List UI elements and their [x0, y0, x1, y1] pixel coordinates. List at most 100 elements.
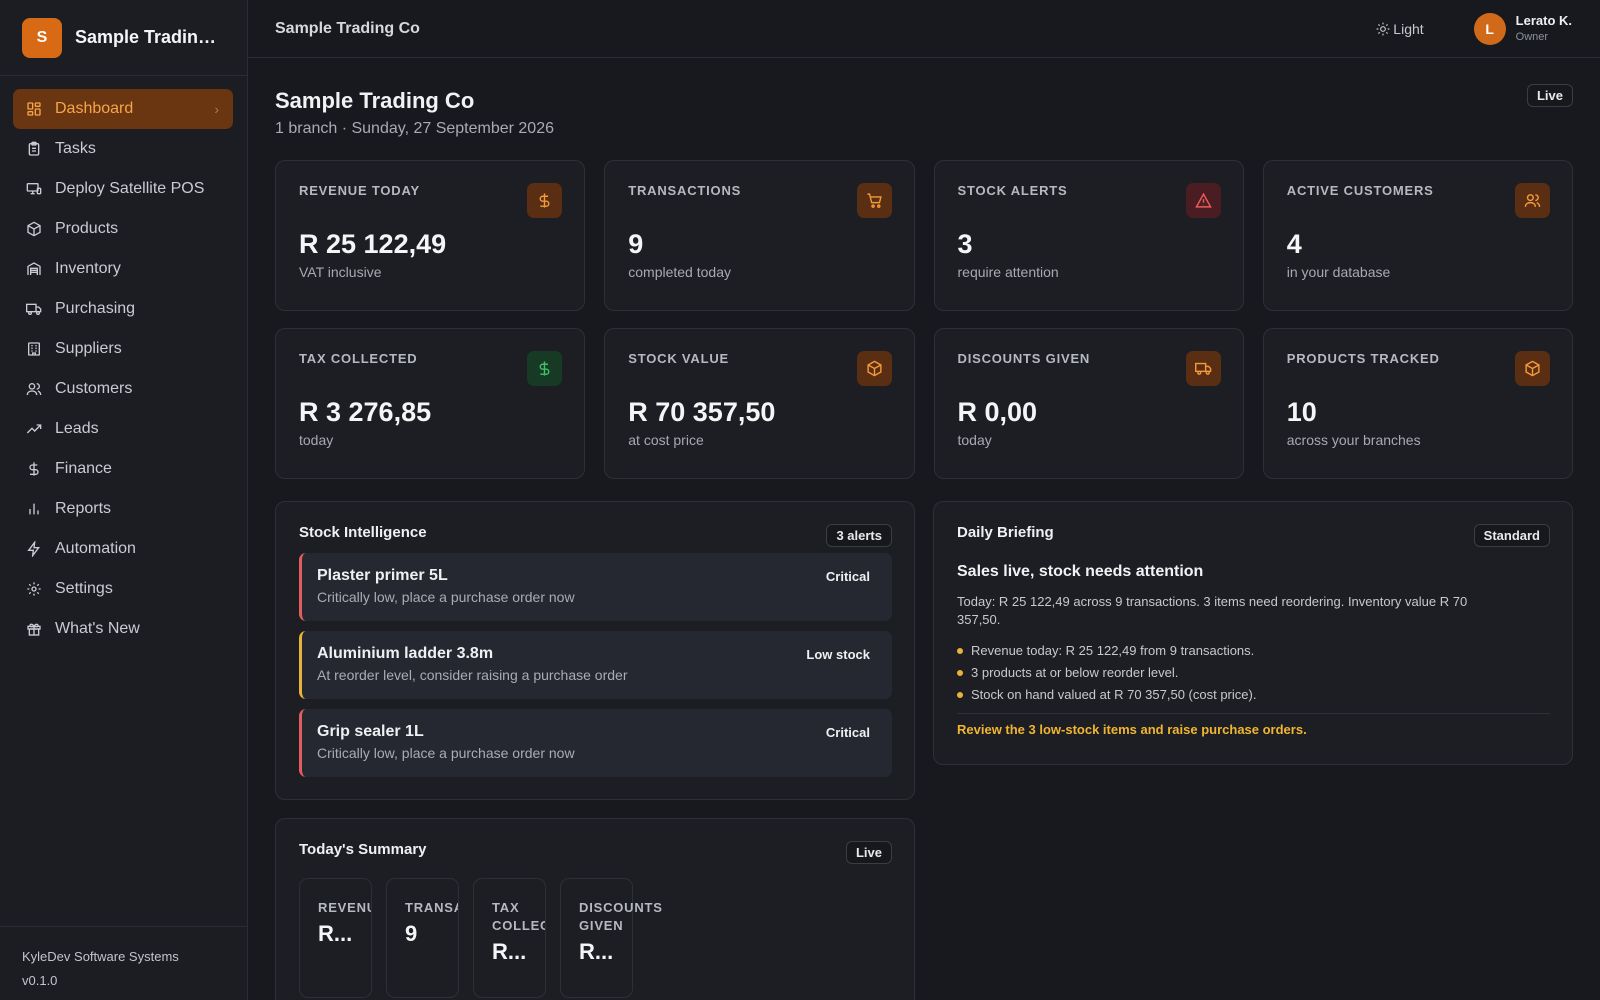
alert-description: At reorder level, consider raising a pur…: [317, 667, 628, 683]
stat-card-discounts-given[interactable]: DISCOUNTS GIVEN R 0,00 today: [933, 328, 1244, 479]
stat-label: REVENUE TODAY: [299, 183, 420, 198]
alert-description: Critically low, place a purchase order n…: [317, 745, 575, 761]
summary-tile-transactions: TRANSAC 9: [386, 878, 459, 998]
sidebar-item-inventory[interactable]: Inventory: [13, 249, 233, 289]
bullet-dot-icon: [957, 670, 963, 676]
sidebar-item-label: Tasks: [55, 140, 96, 157]
briefing-bullet: 3 products at or below reorder level.: [957, 662, 1550, 684]
sidebar-item-label: Finance: [55, 460, 112, 477]
summary-label: REVENUE: [318, 900, 371, 915]
panel-title: Stock Intelligence: [299, 524, 427, 541]
stock-alert-item[interactable]: Grip sealer 1L Critically low, place a p…: [299, 709, 892, 777]
stat-caption: require attention: [957, 264, 1059, 280]
stock-alert-item[interactable]: Plaster primer 5L Critically low, place …: [299, 553, 892, 621]
sidebar-item-automation[interactable]: Automation: [13, 529, 233, 569]
sidebar-item-label: Deploy Satellite POS: [55, 180, 205, 197]
stat-card-stock-value[interactable]: STOCK VALUE R 70 357,50 at cost price: [604, 328, 915, 479]
status-badge: Live: [1526, 84, 1573, 107]
sidebar-item-deploy-satellite-pos[interactable]: Deploy Satellite POS: [13, 169, 233, 209]
trending-up-icon: [26, 421, 42, 437]
main-content: Sample Trading Co 1 branch · Sunday, 27 …: [248, 58, 1600, 1000]
stat-label: STOCK ALERTS: [957, 183, 1068, 198]
stat-caption: today: [299, 432, 334, 448]
sidebar-item-suppliers[interactable]: Suppliers: [13, 329, 233, 369]
panel-title: Today's Summary: [299, 841, 427, 858]
user-menu[interactable]: L Lerato K. Owner: [1473, 12, 1572, 45]
summary-live-badge: Live: [845, 841, 892, 864]
sidebar-item-customers[interactable]: Customers: [13, 369, 233, 409]
todays-summary-panel: Today's Summary Live REVENUE R... TRANSA…: [275, 818, 915, 1000]
summary-tile-tax-collected: TAX COLLECT R...: [473, 878, 546, 998]
cart-icon: [856, 183, 892, 218]
summary-label: TRANSAC: [405, 900, 458, 915]
stat-caption: completed today: [628, 264, 731, 280]
package-icon: [856, 351, 892, 386]
sidebar-item-whats-new[interactable]: What's New: [13, 609, 233, 649]
zap-icon: [26, 541, 42, 557]
dollar-icon: [527, 183, 563, 218]
stat-caption: across your branches: [1286, 432, 1421, 448]
alert-product-name: Plaster primer 5L: [317, 567, 448, 584]
sidebar-item-label: Inventory: [55, 260, 121, 277]
users-icon: [26, 381, 42, 397]
stat-card-stock-alerts[interactable]: STOCK ALERTS 3 require attention: [933, 160, 1244, 311]
sidebar-nav: Dashboard › Tasks Deploy Satellite POS P…: [0, 76, 247, 649]
sidebar-item-finance[interactable]: Finance: [13, 449, 233, 489]
daily-briefing-panel: Daily Briefing Standard Sales live, stoc…: [933, 501, 1573, 765]
stat-grid-row-2: TAX COLLECTED R 3 276,85 today STOCK VAL…: [275, 328, 1573, 479]
stat-card-products-tracked[interactable]: PRODUCTS TRACKED 10 across your branches: [1262, 328, 1573, 479]
sidebar-item-label: What's New: [55, 620, 140, 637]
summary-value: 9: [405, 921, 418, 946]
theme-toggle-button[interactable]: Light: [1376, 20, 1424, 37]
dollar-icon: [527, 351, 563, 386]
summary-tile-discounts-given: DISCOUNTS GIVEN R...: [560, 878, 662, 998]
sidebar-item-tasks[interactable]: Tasks: [13, 129, 233, 169]
sidebar-item-products[interactable]: Products: [13, 209, 233, 249]
footer-company: KyleDev Software Systems: [22, 949, 179, 964]
sidebar-item-settings[interactable]: Settings: [13, 569, 233, 609]
stat-card-transactions[interactable]: TRANSACTIONS 9 completed today: [604, 160, 915, 311]
truck-icon: [26, 301, 42, 317]
stat-card-active-customers[interactable]: ACTIVE CUSTOMERS 4 in your database: [1262, 160, 1573, 311]
page-header: Sample Trading Co 1 branch · Sunday, 27 …: [275, 58, 1573, 160]
package-icon: [26, 221, 42, 237]
brand-name: Sample Trading Co: [75, 27, 225, 47]
clipboard-icon: [26, 141, 42, 157]
stat-label: PRODUCTS TRACKED: [1286, 351, 1440, 366]
stat-value: 9: [628, 229, 644, 259]
chevron-right-icon: ›: [214, 101, 219, 117]
sidebar-item-leads[interactable]: Leads: [13, 409, 233, 449]
bar-chart-icon: [26, 501, 42, 517]
warehouse-icon: [26, 261, 42, 277]
stat-label: STOCK VALUE: [628, 351, 730, 366]
stat-card-revenue-today[interactable]: REVENUE TODAY R 25 122,49 VAT inclusive: [275, 160, 586, 311]
stock-intelligence-panel: Stock Intelligence 3 alerts Plaster prim…: [275, 501, 915, 800]
alert-list: Plaster primer 5L Critically low, place …: [299, 553, 892, 777]
sidebar-item-reports[interactable]: Reports: [13, 489, 233, 529]
sidebar-item-purchasing[interactable]: Purchasing: [13, 289, 233, 329]
stat-value: 10: [1286, 397, 1317, 427]
stat-label: ACTIVE CUSTOMERS: [1286, 183, 1434, 198]
stat-card-tax-collected[interactable]: TAX COLLECTED R 3 276,85 today: [275, 328, 586, 479]
summary-label: TAX COLLECT: [492, 900, 545, 933]
alert-product-name: Aluminium ladder 3.8m: [317, 645, 494, 662]
panel-title: Daily Briefing: [957, 524, 1054, 541]
sidebar-item-dashboard[interactable]: Dashboard ›: [13, 89, 233, 129]
theme-toggle-label: Light: [1393, 20, 1424, 37]
stat-value: 3: [957, 229, 973, 259]
stock-alert-item[interactable]: Aluminium ladder 3.8m At reorder level, …: [299, 631, 892, 699]
sidebar-item-label: Products: [55, 220, 119, 237]
briefing-action-link[interactable]: Review the 3 low-stock items and raise p…: [957, 722, 1307, 737]
briefing-bullets: Revenue today: R 25 122,49 from 9 transa…: [957, 640, 1550, 706]
user-name: Lerato K.: [1515, 12, 1572, 28]
stat-caption: in your database: [1286, 264, 1391, 280]
stat-value: R 3 276,85: [299, 397, 432, 427]
alert-triangle-icon: [1185, 183, 1221, 218]
summary-tile-revenue: REVENUE R...: [299, 878, 372, 998]
stat-caption: VAT inclusive: [299, 264, 382, 280]
sun-icon: [1376, 22, 1390, 35]
briefing-headline: Sales live, stock needs attention: [957, 563, 1204, 580]
brand[interactable]: S Sample Trading Co: [0, 0, 247, 76]
truck-icon: [1185, 351, 1221, 386]
stat-value: R 70 357,50: [628, 397, 776, 427]
